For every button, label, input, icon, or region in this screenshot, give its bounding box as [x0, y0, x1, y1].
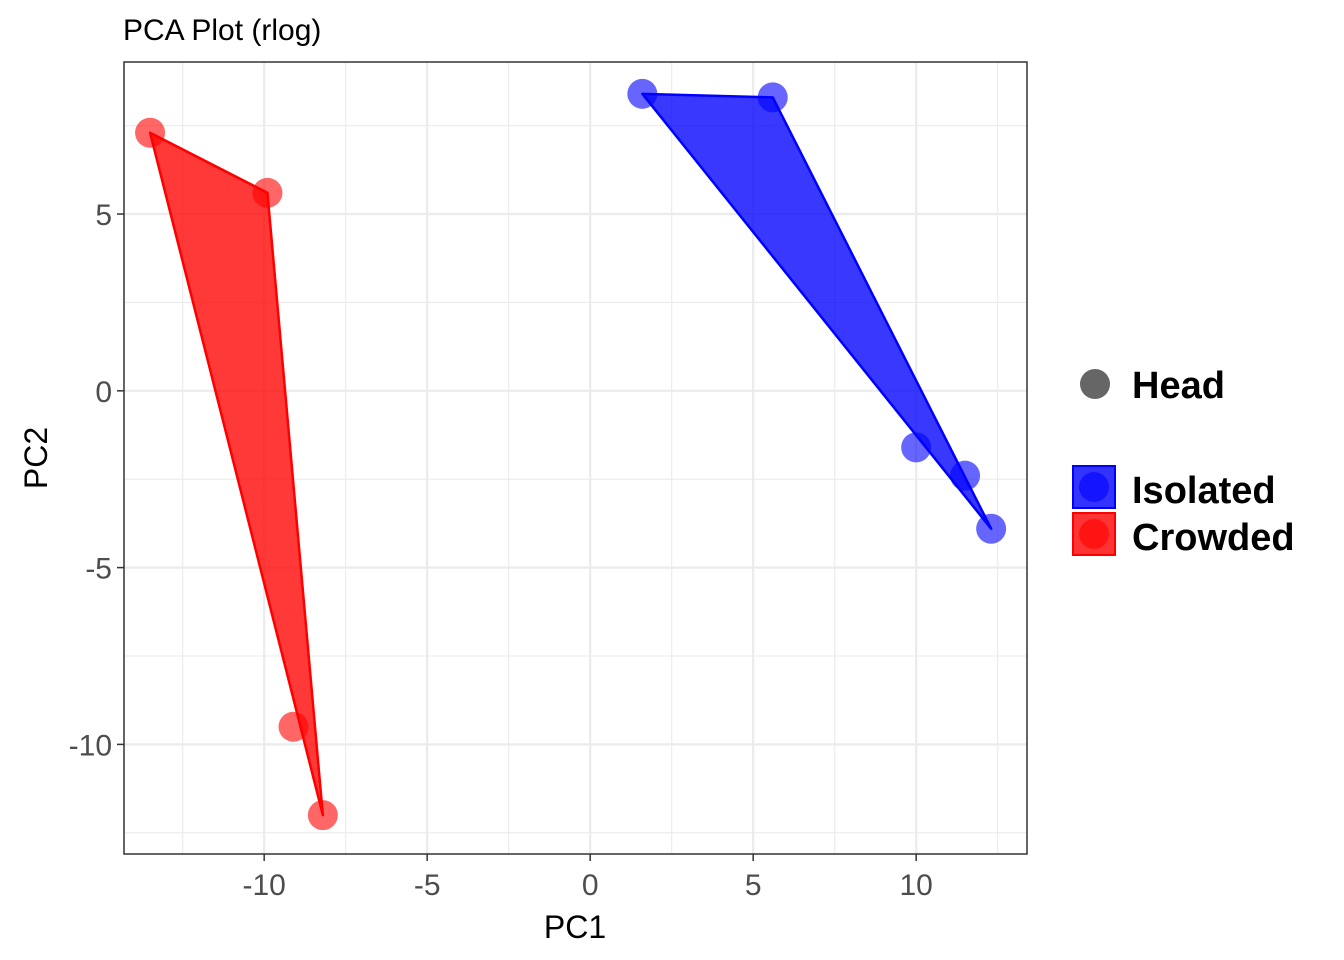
- legend-head-symbol: [1080, 369, 1110, 399]
- x-tick-label: -5: [414, 869, 441, 902]
- point-isolated: [950, 460, 981, 491]
- x-tick-label: -10: [242, 869, 285, 902]
- axis-ticks: -10 -5 0 5 10 -10 -5 0 5: [69, 199, 933, 902]
- point-isolated: [901, 432, 932, 463]
- x-tick-label: 10: [899, 869, 932, 902]
- hull-polygons: [148, 92, 993, 817]
- point-crowded: [135, 117, 166, 148]
- legend: Head Isolated Crowded: [1072, 365, 1295, 559]
- point-crowded: [252, 177, 283, 208]
- legend-crowded-symbol: [1079, 519, 1109, 549]
- x-tick-label: 5: [745, 869, 762, 902]
- legend-isolated-symbol: [1079, 472, 1109, 502]
- legend-crowded-label: Crowded: [1132, 517, 1295, 559]
- y-tick-label: 5: [95, 199, 112, 232]
- data-points: [135, 78, 1007, 831]
- legend-isolated-label: Isolated: [1132, 470, 1276, 512]
- chart-title: PCA Plot (rlog): [123, 14, 321, 47]
- point-crowded: [307, 800, 338, 831]
- point-isolated: [976, 513, 1007, 544]
- point-isolated: [627, 78, 658, 109]
- y-tick-label: -10: [69, 729, 112, 762]
- y-tick-label: -5: [85, 553, 112, 586]
- point-crowded: [278, 711, 309, 742]
- x-axis-title: PC1: [544, 909, 606, 945]
- plot-panel-border: [123, 61, 1028, 855]
- legend-head-label: Head: [1132, 365, 1225, 407]
- point-isolated: [757, 82, 788, 113]
- y-tick-label: 0: [95, 376, 112, 409]
- hull-isolated: [641, 92, 993, 530]
- x-tick-label: 0: [582, 869, 599, 902]
- hull-crowded: [148, 131, 325, 817]
- y-axis-title: PC2: [18, 427, 54, 489]
